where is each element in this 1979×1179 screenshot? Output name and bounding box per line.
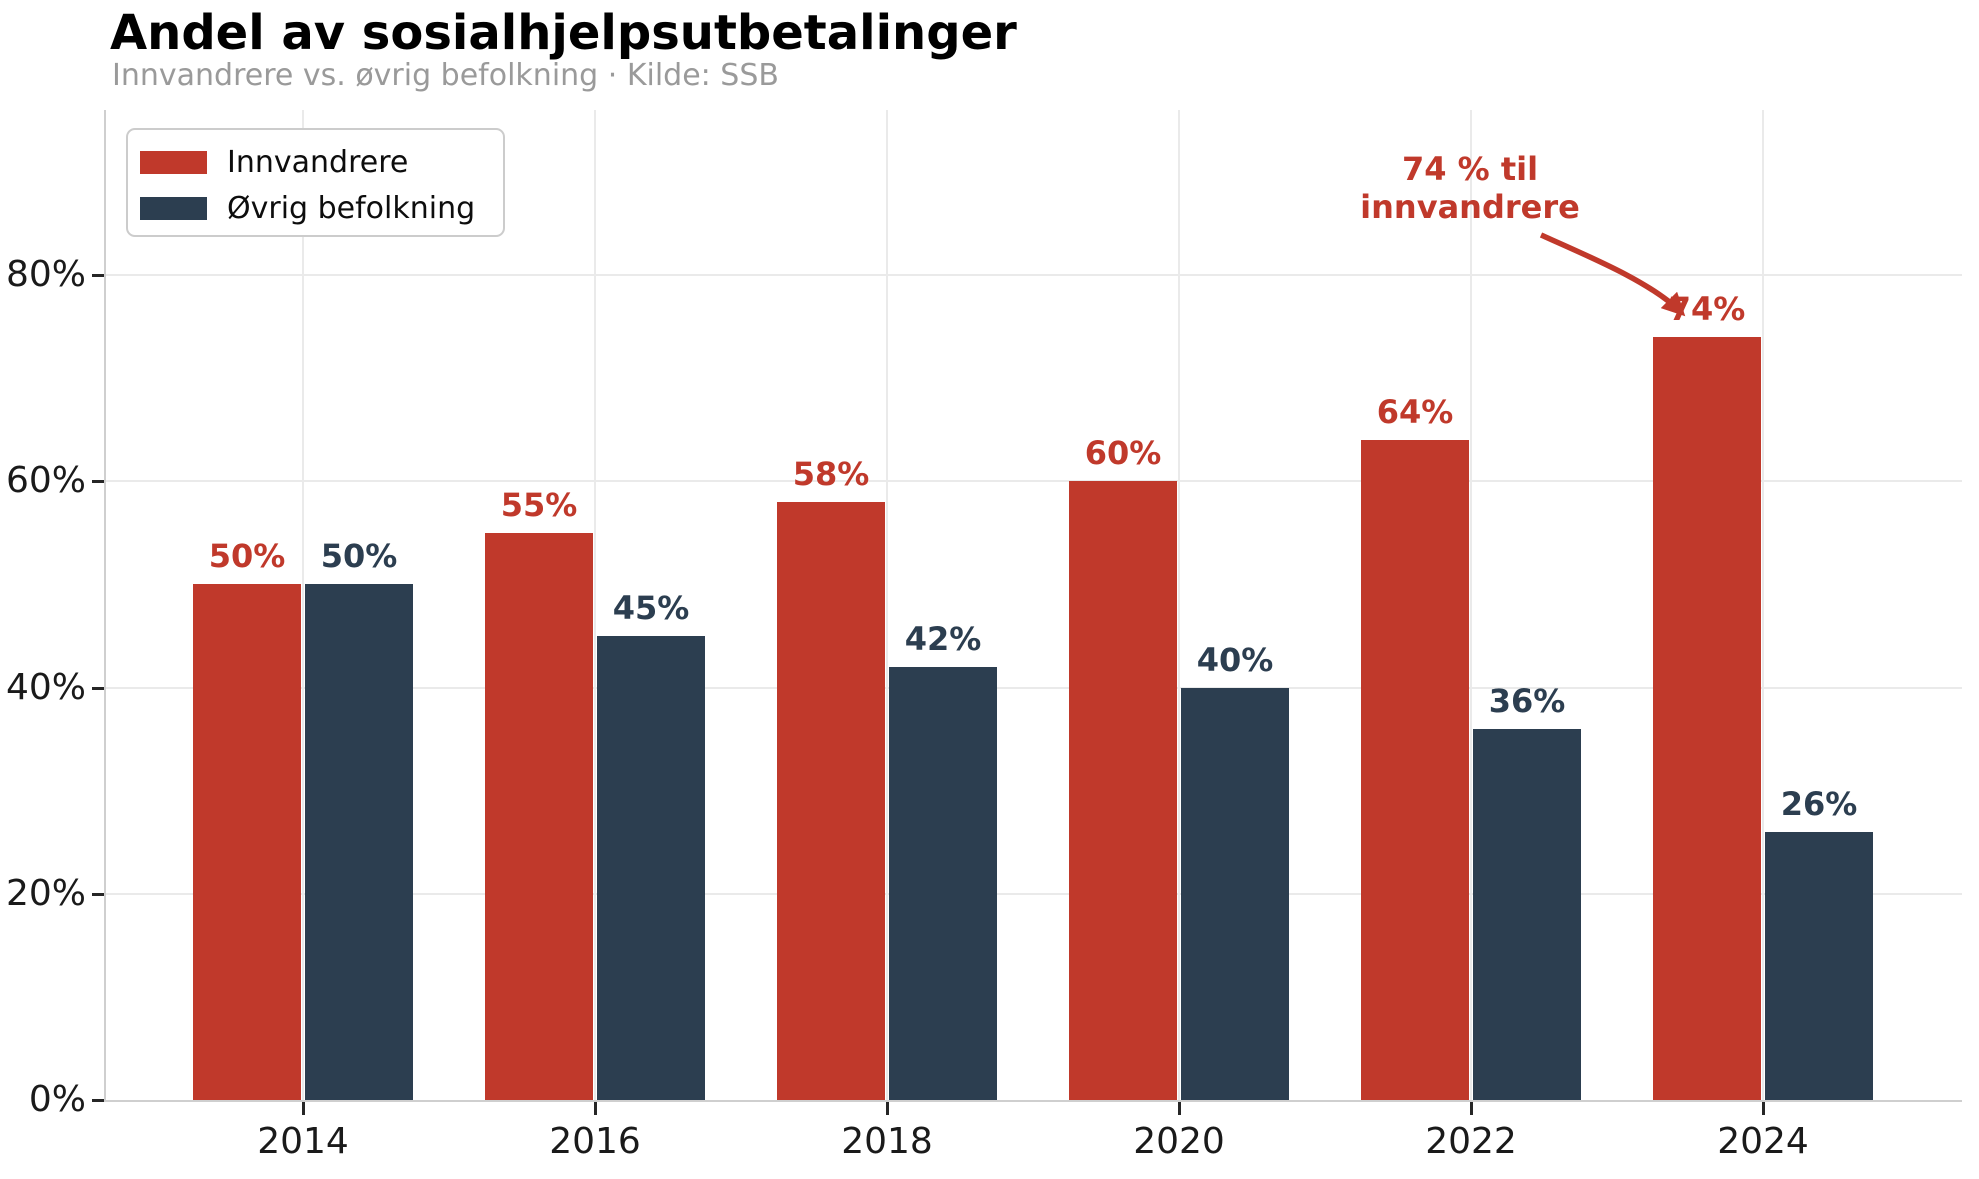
bar-innvandrere-2018 (777, 501, 885, 1100)
y-tick-label-40: 40% (5, 666, 86, 708)
x-tick-2022 (1470, 1102, 1473, 1115)
legend-item-ovrig-befolkning: Øvrig befolkning (140, 185, 503, 231)
gridline-x-2020 (1178, 110, 1180, 1100)
gridline-x-2014 (302, 110, 304, 1100)
gridline-y-60 (106, 480, 1962, 483)
bar-ovrig-befolkning-2024 (1765, 831, 1873, 1100)
value-label-innvandrere-2014: 50% (208, 537, 286, 576)
y-tick-40 (92, 686, 104, 690)
bar-ovrig-befolkning-2018 (889, 666, 997, 1100)
value-label-innvandrere-2016: 55% (500, 485, 578, 524)
annotation-line-2: innvandrere (1360, 188, 1580, 226)
legend-label: Innvandrere (227, 144, 409, 180)
x-tick-label-2018: 2018 (841, 1121, 933, 1162)
x-axis-spine (104, 1100, 1962, 1102)
x-tick-label-2024: 2024 (1717, 1121, 1809, 1162)
x-tick-label-2016: 2016 (549, 1121, 641, 1162)
legend-swatch-innvandrere (140, 150, 207, 174)
bar-innvandrere-2020 (1069, 481, 1177, 1100)
y-tick-label-80: 80% (5, 254, 86, 295)
bar-ovrig-befolkning-2022 (1473, 728, 1581, 1100)
x-tick-label-2022: 2022 (1425, 1121, 1517, 1162)
x-tick-2024 (1762, 1102, 1765, 1115)
x-tick-2020 (1178, 1102, 1181, 1115)
y-tick-20 (92, 892, 104, 896)
x-tick-2014 (302, 1102, 305, 1115)
value-label-ovrig-befolkning-2024: 26% (1780, 784, 1858, 823)
gridline-x-2018 (886, 110, 888, 1100)
bar-innvandrere-2024 (1653, 336, 1761, 1100)
gridline-y-20 (106, 892, 1962, 895)
chart-title: Andel av sosialhjelpsutbetalinger (110, 5, 1017, 61)
bar-innvandrere-2014 (193, 584, 301, 1100)
gridline-y-80 (106, 274, 1962, 276)
value-label-innvandrere-2024: 74% (1668, 289, 1746, 328)
bar-ovrig-befolkning-2016 (597, 635, 705, 1100)
value-label-ovrig-befolkning-2014: 50% (320, 537, 398, 576)
y-tick-label-60: 60% (5, 460, 86, 502)
legend-swatch-ovrig-befolkning (140, 196, 207, 220)
value-label-ovrig-befolkning-2018: 42% (904, 619, 982, 658)
value-label-ovrig-befolkning-2022: 36% (1488, 681, 1566, 720)
value-label-innvandrere-2018: 58% (792, 454, 870, 493)
gridline-x-2016 (594, 110, 596, 1100)
y-tick-80 (92, 274, 104, 277)
value-label-ovrig-befolkning-2016: 45% (612, 588, 690, 627)
x-tick-label-2020: 2020 (1133, 1121, 1225, 1162)
value-label-innvandrere-2022: 64% (1376, 393, 1454, 431)
bar-innvandrere-2016 (485, 532, 593, 1100)
gridline-y-40 (106, 686, 1962, 689)
legend-item-innvandrere: Innvandrere (140, 139, 503, 185)
y-axis-spine (104, 110, 106, 1102)
x-tick-label-2014: 2014 (257, 1121, 349, 1162)
gridline-x-2022 (1470, 110, 1472, 1100)
annotation-line-1: 74 % til (1401, 150, 1539, 188)
bar-ovrig-befolkning-2014 (305, 584, 413, 1100)
bar-innvandrere-2022 (1361, 440, 1469, 1100)
chart-subtitle: Innvandrere vs. øvrig befolkning · Kilde… (112, 58, 779, 93)
y-tick-label-20: 20% (5, 872, 86, 914)
y-tick-0 (92, 1099, 104, 1102)
legend-label: Øvrig befolkning (227, 190, 476, 226)
y-tick-60 (92, 480, 104, 484)
y-tick-label-0: 0% (28, 1079, 86, 1120)
x-tick-2018 (886, 1102, 889, 1115)
gridline-x-2024 (1762, 110, 1764, 1100)
value-label-innvandrere-2020: 60% (1084, 434, 1162, 473)
bar-ovrig-befolkning-2020 (1181, 687, 1289, 1100)
legend: Innvandrere Øvrig befolkning (126, 128, 505, 237)
value-label-ovrig-befolkning-2020: 40% (1196, 640, 1274, 679)
x-tick-2016 (594, 1102, 597, 1115)
annotation-text: 74 % til innvandrere (1320, 150, 1620, 226)
